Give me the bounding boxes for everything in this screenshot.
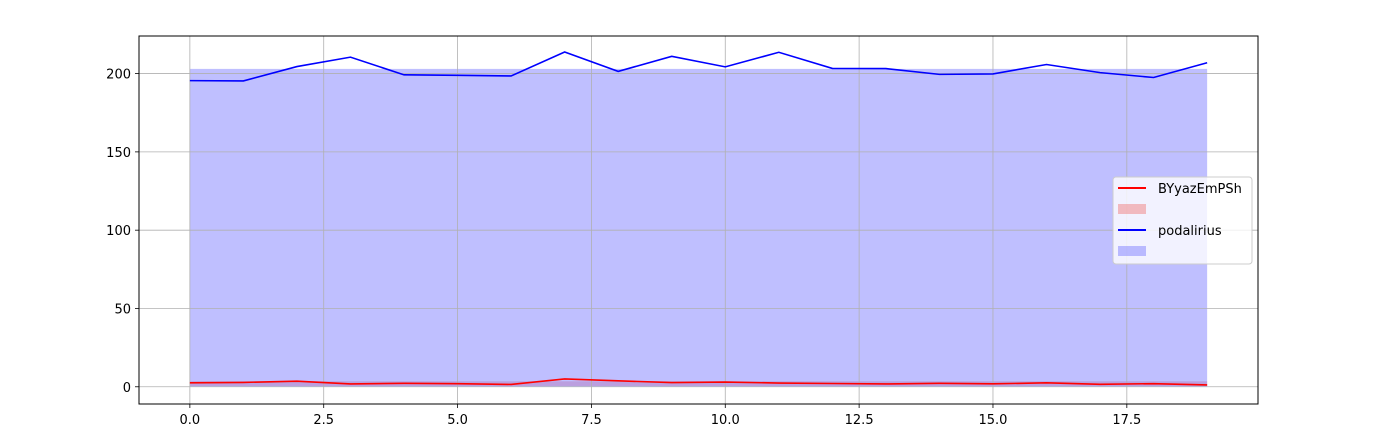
y-tick-label: 150 (106, 146, 131, 161)
x-tick-label: 10.0 (711, 413, 740, 428)
series-lines (189, 51, 1208, 386)
x-tick-label: 0.0 (180, 413, 201, 428)
series-line-1 (189, 378, 1208, 386)
x-tick-label: 7.5 (581, 413, 602, 428)
x-tick-label: 2.5 (313, 413, 334, 428)
legend-box (1112, 176, 1253, 265)
band-2 (189, 68, 1208, 387)
x-tick-label: 17.5 (1112, 413, 1141, 428)
x-tick-label: 12.5 (845, 413, 874, 428)
y-tick-label: 200 (106, 68, 131, 83)
x-axis: 0.0 2.5 5.0 7.5 10.0 12.5 15.0 17.5 (180, 404, 1141, 428)
x-tick-label: 15.0 (978, 413, 1007, 428)
y-tick-label: 50 (114, 302, 131, 317)
legend-label-2: podalirius (1158, 224, 1222, 239)
x-tick-label: 5.0 (447, 413, 468, 428)
legend: BYyazEmPSh podalirius (1112, 176, 1253, 265)
y-tick-label: 0 (123, 381, 131, 396)
y-tick-label: 100 (106, 224, 131, 239)
series-line-2 (189, 51, 1208, 82)
legend-fill-swatch-2 (1118, 246, 1146, 256)
axes-frame (138, 35, 1259, 405)
legend-fill-swatch-1 (1118, 204, 1146, 214)
series-bands (189, 68, 1208, 387)
legend-label-1: BYyazEmPSh (1158, 182, 1242, 197)
y-axis: 0 50 100 150 200 (106, 68, 139, 396)
grid-lines (139, 36, 1258, 404)
